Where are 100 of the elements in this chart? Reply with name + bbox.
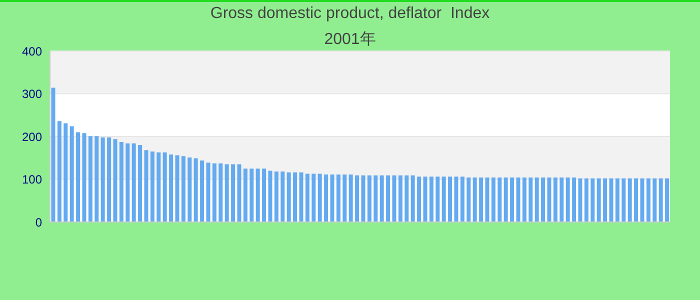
y-tick-label: 200 — [22, 130, 42, 144]
bar — [250, 168, 254, 222]
bar — [348, 174, 353, 222]
bar — [634, 178, 638, 222]
bar — [175, 155, 180, 222]
bar — [200, 160, 204, 222]
bar — [547, 178, 552, 222]
bar — [652, 178, 657, 222]
bar — [280, 172, 285, 222]
bar — [510, 178, 514, 222]
bar — [119, 142, 124, 222]
bar — [243, 168, 248, 222]
bar — [504, 178, 508, 222]
bar — [274, 172, 278, 222]
bar — [392, 175, 396, 222]
bar — [528, 178, 533, 222]
bar — [572, 178, 576, 222]
bar — [560, 178, 564, 222]
bar — [466, 178, 471, 222]
bar — [206, 162, 210, 222]
bar — [76, 132, 80, 222]
y-tick-label: 0 — [35, 215, 42, 230]
bar — [256, 168, 260, 222]
bar — [293, 172, 298, 222]
bar — [268, 170, 272, 222]
bar — [330, 174, 334, 222]
bar — [361, 175, 366, 222]
bar — [516, 178, 520, 222]
bar — [417, 176, 422, 222]
bar — [665, 178, 670, 222]
bar — [156, 152, 161, 222]
bar — [181, 156, 186, 222]
bar — [126, 143, 130, 222]
bar — [336, 174, 340, 222]
bar — [107, 137, 112, 222]
bar — [305, 174, 310, 222]
bar — [472, 178, 477, 222]
bar — [584, 178, 588, 222]
bar — [534, 178, 539, 222]
bar — [374, 175, 378, 222]
bar — [622, 178, 626, 222]
bar — [355, 175, 360, 222]
bar — [212, 163, 216, 222]
bar — [162, 152, 167, 222]
bar — [491, 178, 496, 222]
bar — [646, 178, 650, 222]
bar — [138, 145, 142, 222]
bar — [312, 174, 316, 222]
bar — [88, 136, 92, 222]
bar — [454, 176, 458, 222]
bar — [541, 178, 546, 222]
bar — [113, 139, 118, 222]
bar — [640, 178, 644, 222]
bar — [498, 178, 502, 222]
bar — [423, 176, 428, 222]
bar — [367, 175, 372, 222]
bar — [448, 176, 452, 222]
bar — [169, 154, 174, 222]
bar — [404, 175, 409, 222]
bar — [609, 178, 614, 222]
bar — [479, 178, 484, 222]
bar — [460, 176, 464, 222]
bar — [318, 174, 322, 222]
bar — [553, 178, 558, 222]
bar — [522, 178, 526, 222]
bar — [51, 88, 56, 222]
bar — [82, 133, 86, 222]
bar — [485, 178, 490, 222]
bar — [324, 174, 328, 222]
bar — [442, 176, 446, 222]
bar — [57, 121, 62, 222]
bar — [237, 164, 242, 222]
bar — [342, 174, 347, 222]
bar — [194, 158, 198, 222]
bar — [566, 178, 570, 222]
bar — [94, 136, 99, 222]
bar — [132, 143, 136, 222]
bar — [262, 168, 266, 222]
chart-subtitle: 2001年 — [324, 31, 376, 48]
bar — [144, 150, 148, 222]
bar — [578, 178, 582, 222]
bar — [615, 178, 620, 222]
bar — [64, 123, 68, 222]
bar — [70, 126, 74, 222]
bar — [188, 157, 192, 222]
bar — [100, 137, 105, 222]
bar — [590, 178, 595, 222]
bar — [628, 178, 632, 222]
y-tick-label: 100 — [22, 172, 42, 187]
chart-title: Gross domestic product, deflator Index — [209, 5, 491, 23]
bar — [429, 176, 434, 222]
bar — [436, 176, 440, 222]
y-tick-label: 400 — [22, 44, 42, 58]
bar — [286, 172, 291, 222]
bar — [380, 175, 384, 222]
bar — [386, 175, 390, 222]
bar — [596, 178, 601, 222]
bar — [218, 163, 223, 222]
bar — [231, 164, 236, 222]
bar — [224, 164, 229, 222]
